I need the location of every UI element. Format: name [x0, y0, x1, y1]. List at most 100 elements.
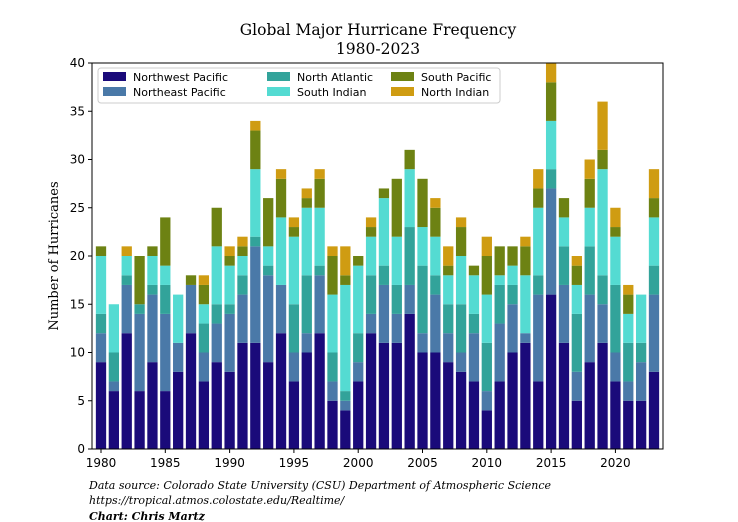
bar-segment-2000-s3 [353, 265, 364, 334]
bar-segment-2021-s2 [623, 342, 634, 382]
bar-segment-2015-s2 [545, 169, 557, 189]
legend: Northwest Pacific Northeast Pacific North … [97, 67, 501, 104]
bar-segment-2022-s0 [635, 400, 647, 449]
bar-segment-2002-s0 [378, 342, 390, 449]
bar-segment-2017-s5 [571, 256, 582, 266]
bar-segment-1985-s4 [160, 217, 171, 266]
bar-segment-1997-s2 [314, 265, 325, 276]
bar-segment-1983-s2 [134, 304, 145, 314]
bar-segment-2000-s4 [353, 256, 364, 266]
bar-segment-2019-s5 [597, 101, 608, 150]
bar-segment-1988-s4 [198, 284, 210, 305]
bar-segment-2001-s5 [365, 217, 377, 228]
bar-segment-2003-s1 [391, 313, 402, 343]
bar-segment-2001-s1 [365, 313, 377, 334]
bar-segment-1992-s2 [250, 236, 261, 247]
footer-credit: Chart: Chris Martz [89, 510, 206, 522]
bar-segment-2015-s5 [545, 63, 557, 83]
bar-segment-2015-s0 [545, 294, 557, 449]
bar-segment-1985-s3 [160, 265, 171, 285]
bar-segment-2019-s1 [597, 304, 608, 343]
bar-segment-2020-s2 [610, 284, 621, 353]
bar-segment-1987-s4 [185, 275, 197, 285]
bar-segment-2023-s5 [648, 169, 660, 199]
y-tick-label: 5 [77, 394, 85, 408]
bar-segment-1980-s4 [95, 246, 107, 256]
bar-segment-2012-s2 [507, 284, 518, 305]
x-tick-label: 2015 [536, 456, 567, 470]
bar-segment-1985-s2 [160, 284, 171, 314]
bar-segment-2010-s0 [481, 410, 492, 449]
y-tick-label: 30 [70, 153, 85, 167]
bar-segment-1981-s1 [108, 381, 120, 392]
bar-segment-2006-s4 [430, 207, 441, 237]
bar-segment-1981-s0 [108, 391, 120, 449]
chart-subtitle: 1980-2023 [336, 40, 420, 58]
bar-segment-1999-s1 [340, 400, 351, 411]
bar-segment-2001-s2 [365, 275, 377, 314]
bar-segment-1991-s5 [237, 236, 248, 247]
bar-segment-1986-s3 [173, 294, 184, 343]
bar-segment-1995-s5 [288, 217, 300, 228]
bar-segment-2019-s4 [597, 149, 608, 170]
bar-segment-1989-s3 [211, 246, 222, 305]
bar-segment-2017-s1 [571, 371, 582, 401]
bar-segment-2008-s2 [455, 304, 467, 353]
bar-segment-1985-s1 [160, 313, 171, 392]
bar-segment-1997-s1 [314, 275, 325, 334]
x-tick-label: 2020 [600, 456, 631, 470]
bar-segment-2000-s1 [353, 362, 364, 382]
bar-segment-2001-s4 [365, 227, 377, 237]
bar-segment-1993-s3 [263, 246, 274, 266]
bar-segment-2014-s0 [533, 381, 544, 449]
bar-segment-1999-s0 [340, 410, 351, 449]
y-tick-label: 20 [70, 249, 85, 263]
bar-segment-1992-s4 [250, 130, 261, 170]
bar-segment-2022-s1 [635, 362, 647, 401]
bar-segment-2013-s4 [520, 246, 531, 276]
bar-segment-2019-s2 [597, 275, 608, 305]
bar-segment-1997-s3 [314, 207, 325, 266]
bar-segment-2007-s1 [443, 333, 454, 363]
bar-segment-2010-s2 [481, 342, 492, 392]
bar-segment-2011-s4 [494, 246, 505, 276]
bar-segment-2000-s0 [353, 381, 364, 449]
bar-segment-1998-s5 [327, 246, 338, 256]
x-tick-label: 1985 [150, 456, 181, 470]
bar-segment-2016-s0 [558, 342, 570, 449]
bar-segment-1984-s2 [147, 284, 158, 295]
bar-segment-2004-s0 [404, 313, 415, 449]
bar-segment-2007-s4 [443, 265, 454, 276]
bar-segment-1992-s5 [250, 120, 261, 131]
bar-segment-1982-s2 [121, 275, 132, 285]
bar-segment-1991-s1 [237, 294, 248, 343]
bar-segment-1994-s3 [275, 217, 287, 285]
bar-segment-1988-s3 [198, 304, 210, 324]
bar-segment-1996-s1 [301, 333, 312, 353]
bar-segment-1994-s5 [275, 169, 287, 179]
legend-swatch [267, 72, 290, 81]
bar-segment-1998-s3 [327, 294, 338, 353]
bar-segment-2021-s3 [623, 313, 634, 343]
bar-segment-1994-s4 [275, 178, 287, 218]
bar-segment-1990-s2 [224, 304, 235, 314]
bar-segment-2015-s1 [545, 188, 557, 295]
bar-segment-1997-s5 [314, 169, 325, 179]
bar-segment-2009-s4 [468, 265, 480, 276]
bar-segment-2000-s2 [353, 333, 364, 363]
bar-segment-2003-s0 [391, 342, 402, 449]
bar-segment-1995-s0 [288, 381, 300, 449]
bar-segment-2018-s0 [584, 362, 595, 449]
bar-segment-2006-s5 [430, 198, 441, 208]
bar-segment-2023-s3 [648, 217, 660, 266]
bar-segment-2016-s2 [558, 246, 570, 285]
bar-segment-1993-s0 [263, 362, 274, 449]
x-tick-label: 2010 [472, 456, 503, 470]
bar-segment-1998-s4 [327, 256, 338, 295]
bar-segment-2002-s2 [378, 265, 390, 285]
bar-segment-2021-s0 [623, 400, 634, 449]
bar-segment-1992-s3 [250, 169, 261, 237]
bar-segment-2010-s5 [481, 236, 492, 256]
bar-segment-1987-s0 [185, 333, 197, 449]
bar-segment-1980-s1 [95, 333, 107, 363]
